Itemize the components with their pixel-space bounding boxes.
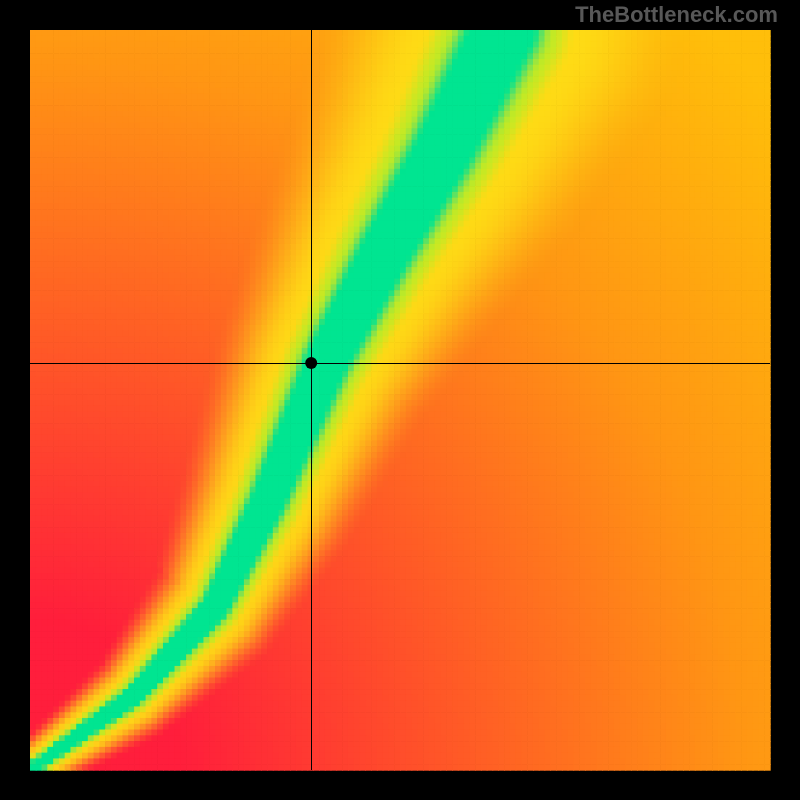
watermark-text: TheBottleneck.com xyxy=(575,2,778,28)
heatmap-canvas xyxy=(0,0,800,800)
chart-container: TheBottleneck.com xyxy=(0,0,800,800)
